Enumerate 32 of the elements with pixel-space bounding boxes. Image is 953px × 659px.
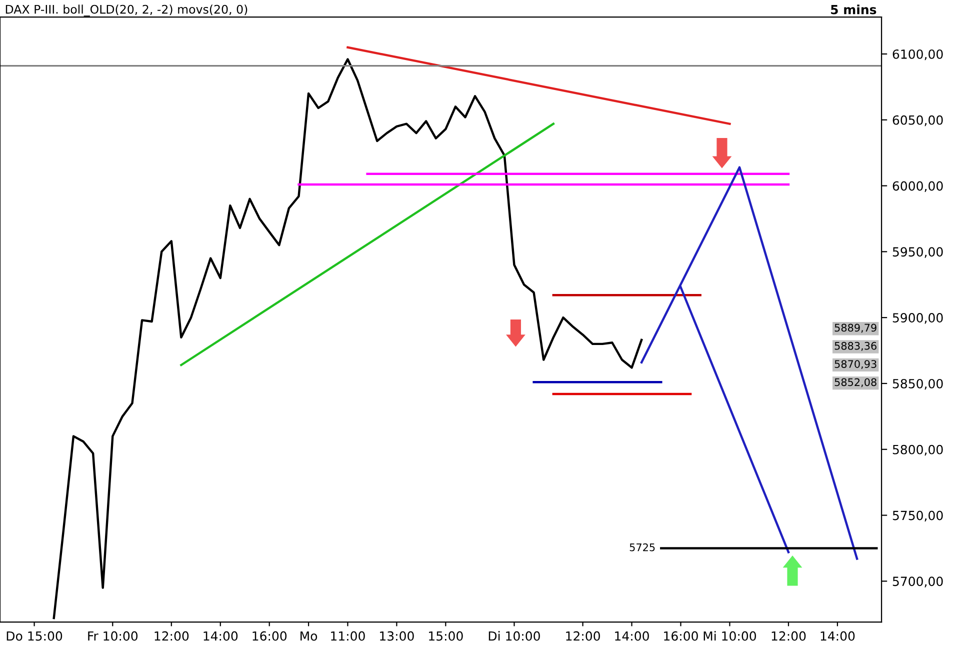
chart-subtitle: 5 mins xyxy=(831,4,876,14)
x-tick-label: 14:00 xyxy=(204,631,238,641)
y-tick-label: 5750,00 xyxy=(892,510,943,522)
y-tick-label: 5800,00 xyxy=(892,444,943,456)
x-tick-label: 12:00 xyxy=(566,631,600,641)
x-tick-label: Mi 10:00 xyxy=(704,631,756,641)
annotation: 5883,36 xyxy=(834,342,876,351)
x-tick-label: 16:00 xyxy=(252,631,287,641)
y-tick-label: 5700,00 xyxy=(892,576,943,588)
x-tick-label: 13:00 xyxy=(380,631,414,641)
x-tick-label: 16:00 xyxy=(664,631,698,641)
y-tick-label: 6000,00 xyxy=(892,181,943,192)
y-tick-label: 5850,00 xyxy=(892,378,943,390)
annotation: 5889,79 xyxy=(834,324,876,333)
x-tick-label: Di 10:00 xyxy=(488,631,540,641)
x-tick-label: 15:00 xyxy=(429,631,463,641)
x-tick-label: Do 15:00 xyxy=(6,631,62,641)
x-tick-label: 11:00 xyxy=(331,631,365,641)
x-tick-label: 14:00 xyxy=(820,631,855,641)
y-tick-label: 5950,00 xyxy=(892,247,943,258)
y-tick-label: 6100,00 xyxy=(892,49,943,60)
annotation: 5852,08 xyxy=(834,378,876,388)
series-label: 5725 xyxy=(630,543,655,552)
x-tick-label: Fr 10:00 xyxy=(88,631,138,641)
annotation: 5870,93 xyxy=(834,360,876,370)
y-tick-label: 5900,00 xyxy=(892,313,943,324)
y-tick-label: 6050,00 xyxy=(892,115,943,126)
chart-title: DAX P-III. boll_OLD(20, 2, -2) movs(20, 0) xyxy=(6,4,248,16)
x-tick-label: Mo xyxy=(300,631,318,641)
x-tick-label: 12:00 xyxy=(772,631,806,641)
x-tick-label: 14:00 xyxy=(615,631,649,641)
x-tick-label: 12:00 xyxy=(154,631,189,641)
